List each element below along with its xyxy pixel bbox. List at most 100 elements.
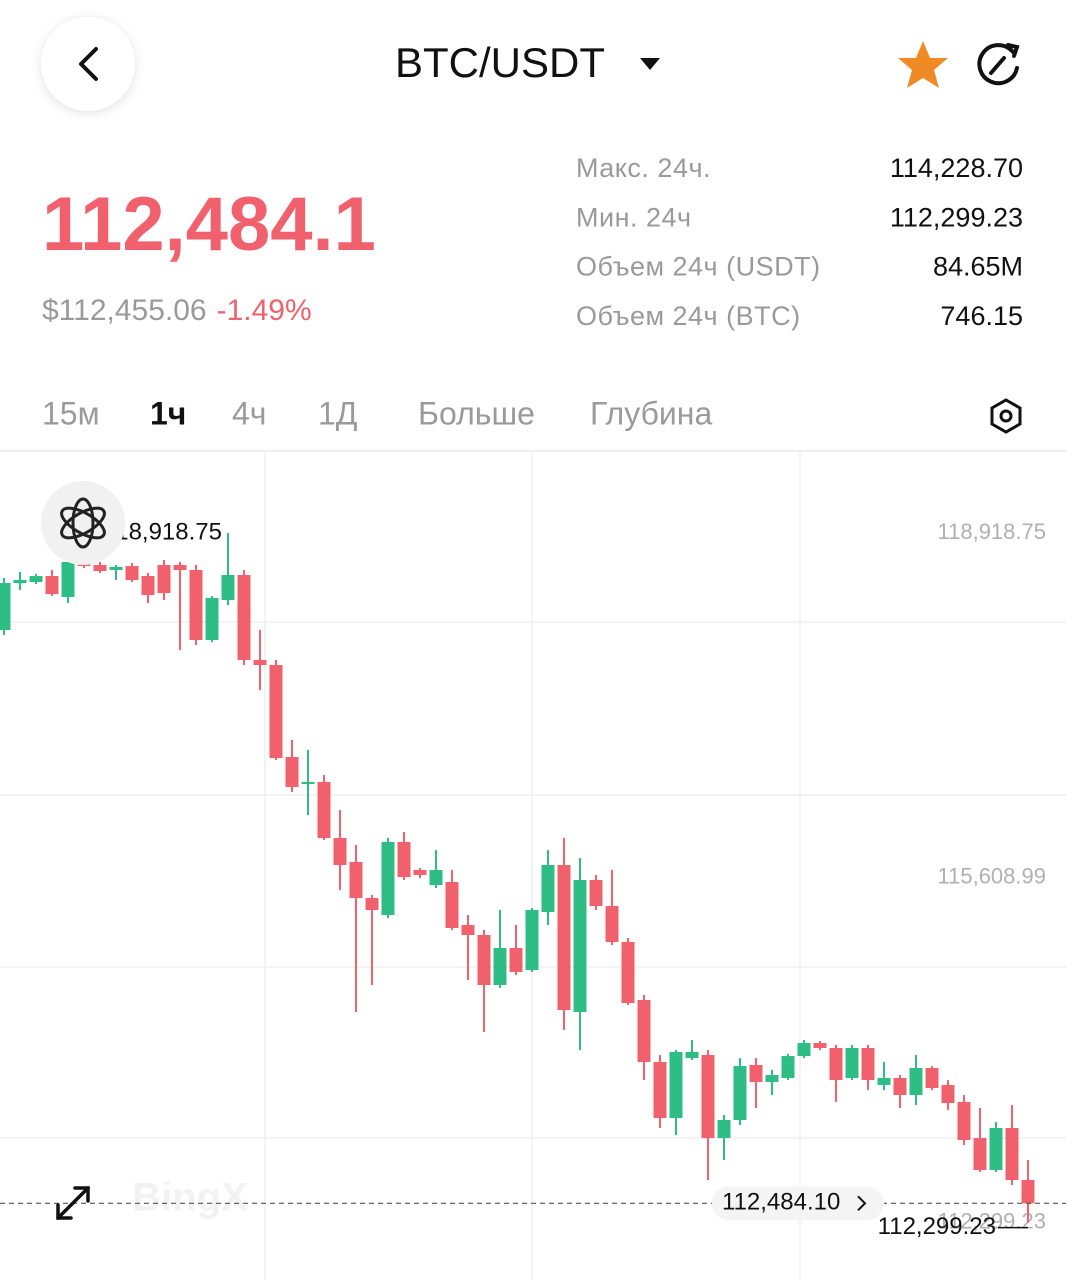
interval-tab[interactable]: 4ч	[232, 395, 266, 431]
candle-body	[61, 561, 75, 597]
interval-tab[interactable]: Глубина	[590, 395, 712, 431]
candle-body	[797, 1043, 811, 1057]
candle-body	[653, 1061, 667, 1119]
candle-body	[29, 576, 43, 582]
candle-body	[813, 1043, 827, 1049]
y-tick-label: 118,918.75	[938, 519, 1046, 544]
chart-settings[interactable]	[990, 398, 1022, 434]
candle-body	[253, 660, 267, 665]
stat-label: Объем 24ч (BTC)	[576, 301, 801, 331]
stat-label: Мин. 24ч	[576, 202, 692, 232]
candle-body	[733, 1066, 747, 1120]
candle-body	[173, 565, 187, 570]
y-tick-label: 115,608.99	[938, 864, 1046, 889]
stat-value: 746.15	[940, 301, 1023, 331]
last-price-label: 112,484.10	[722, 1189, 840, 1216]
watermark: BingX	[132, 1176, 248, 1220]
stat-value: 114,228.70	[890, 153, 1023, 183]
candle-body	[141, 576, 155, 595]
interval-tab[interactable]: Больше	[418, 395, 535, 431]
candle-body	[637, 1000, 651, 1062]
candle-body	[749, 1065, 763, 1082]
candle-body	[957, 1101, 971, 1140]
interval-tab[interactable]: 1Д	[318, 395, 358, 431]
candle-body	[685, 1051, 699, 1059]
candle-body	[973, 1138, 987, 1170]
pair-dropdown[interactable]	[640, 58, 660, 70]
candle-body	[237, 575, 251, 660]
interval-tabs: 15м 1ч 4ч 1Д Больше Глубина	[42, 395, 712, 431]
candle-body	[0, 583, 11, 630]
candle-body	[909, 1068, 923, 1095]
candle-body	[349, 861, 363, 899]
candle-body	[525, 910, 539, 970]
pill-chevron	[857, 1195, 867, 1212]
candle-body	[989, 1128, 1003, 1170]
stat-value: 84.65M	[933, 252, 1023, 282]
candle-body	[445, 881, 459, 929]
stat-value: 112,299.23	[890, 202, 1023, 232]
candle-body	[1021, 1180, 1035, 1204]
candle-body	[701, 1055, 715, 1139]
last-price-pill	[712, 1186, 884, 1221]
candle-body	[45, 576, 59, 595]
pair-title[interactable]: BTC/USDT	[395, 39, 605, 86]
candle-body	[125, 566, 139, 580]
candle-body	[509, 948, 523, 972]
candle-body	[621, 941, 635, 1004]
back-button[interactable]	[41, 17, 135, 111]
candle-body	[221, 575, 235, 600]
candle-body	[157, 565, 171, 594]
candle-body	[13, 580, 27, 584]
candle-body	[781, 1056, 795, 1079]
candles: 118,918.75115,608.99112,299.23118,918.75…	[0, 518, 1066, 1240]
candle-body	[317, 781, 331, 839]
candle-body	[93, 565, 107, 572]
candle-body	[717, 1120, 731, 1139]
candle-body	[829, 1048, 843, 1080]
candle-body	[189, 570, 203, 640]
candle-body	[109, 566, 123, 570]
stats: Макс. 24ч. 114,228.70 Мин. 24ч 112,299.23 Об…	[576, 153, 1023, 331]
candle-body	[589, 880, 603, 907]
candle-body	[333, 838, 347, 865]
candle-body	[461, 925, 475, 935]
candle-body	[605, 906, 619, 942]
candle-body	[493, 948, 507, 985]
stat-label: Макс. 24ч.	[576, 153, 711, 183]
stat-label: Объем 24ч (USDT)	[576, 252, 821, 282]
last-price: 112,484.1	[42, 182, 376, 267]
candle-body	[893, 1078, 907, 1095]
fullscreen-button[interactable]	[56, 1186, 90, 1220]
share-button[interactable]	[977, 43, 1020, 86]
interval-tab[interactable]: 1ч	[150, 395, 186, 431]
candle-body	[1005, 1128, 1019, 1180]
candle-body	[269, 665, 283, 759]
candle-body	[669, 1051, 683, 1119]
candle-body	[765, 1075, 779, 1082]
min-price-label: 112,299.23	[878, 1213, 996, 1240]
interval-tab[interactable]: 15м	[42, 395, 100, 431]
candle-body	[477, 935, 491, 985]
candle-body	[925, 1068, 939, 1089]
candle-body	[557, 865, 571, 1010]
indicator-button[interactable]	[41, 481, 125, 565]
candle-body	[429, 870, 443, 885]
candle-body	[285, 756, 299, 787]
candle-body	[397, 841, 411, 877]
candle-body	[413, 870, 427, 875]
candle-body	[877, 1078, 891, 1085]
candle-body	[941, 1085, 955, 1104]
candle-body	[541, 865, 555, 912]
candle-body	[301, 781, 315, 785]
candle-body	[205, 598, 219, 640]
favorite-star[interactable]	[898, 41, 948, 88]
candle-body	[845, 1048, 859, 1079]
candle-body	[573, 880, 587, 1012]
candle-body	[365, 898, 379, 910]
price-change: -1.49%	[217, 294, 312, 327]
candle-body	[861, 1048, 875, 1080]
